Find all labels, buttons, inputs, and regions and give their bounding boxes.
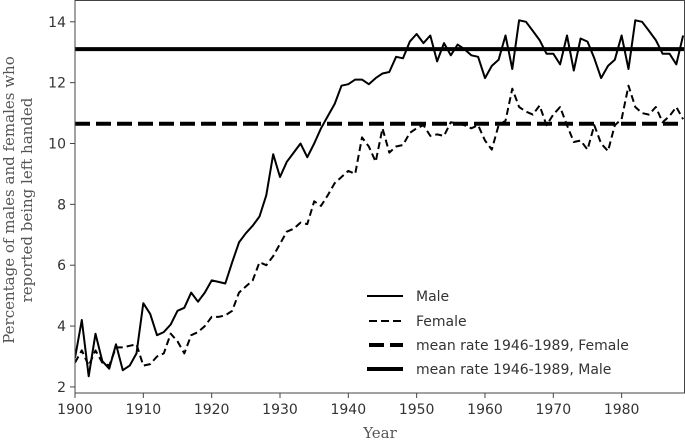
- x-axis-label: Year: [362, 424, 397, 441]
- y-tick-label: 4: [57, 319, 66, 335]
- y-tick-label: 8: [57, 197, 66, 213]
- y-tick-label: 10: [48, 137, 66, 153]
- legend-label-female: Female: [416, 314, 467, 330]
- y-tick-label: 6: [57, 258, 66, 274]
- x-tick-label: 1970: [535, 402, 571, 418]
- x-tick-label: 1920: [194, 402, 230, 418]
- legend: Male Female mean rate 1946-1989, Female …: [367, 289, 629, 378]
- y-axis-label-line-2: reported being left handed: [18, 97, 36, 302]
- male-series-line: [75, 19, 685, 378]
- female-series-line: [75, 84, 684, 367]
- y-tick-label: 12: [48, 76, 66, 92]
- x-tick-label: 1980: [604, 402, 640, 418]
- x-tick-label: 1960: [467, 402, 503, 418]
- x-tick-label: 1950: [399, 402, 435, 418]
- x-tick-label: 1900: [57, 402, 93, 418]
- y-tick-label: 2: [57, 380, 66, 396]
- legend-label-male-mean: mean rate 1946-1989, Male: [416, 362, 611, 378]
- x-tick-label: 1930: [262, 402, 298, 418]
- y-tick-label: 14: [48, 15, 66, 31]
- plot-frame: [74, 0, 685, 394]
- x-tick-label: 1940: [330, 402, 366, 418]
- y-axis-label-line-1: Percentage of males and females who: [0, 56, 18, 344]
- legend-label-female-mean: mean rate 1946-1989, Female: [416, 338, 629, 354]
- x-tick-label: 1910: [126, 402, 162, 418]
- legend-label-male: Male: [416, 289, 449, 305]
